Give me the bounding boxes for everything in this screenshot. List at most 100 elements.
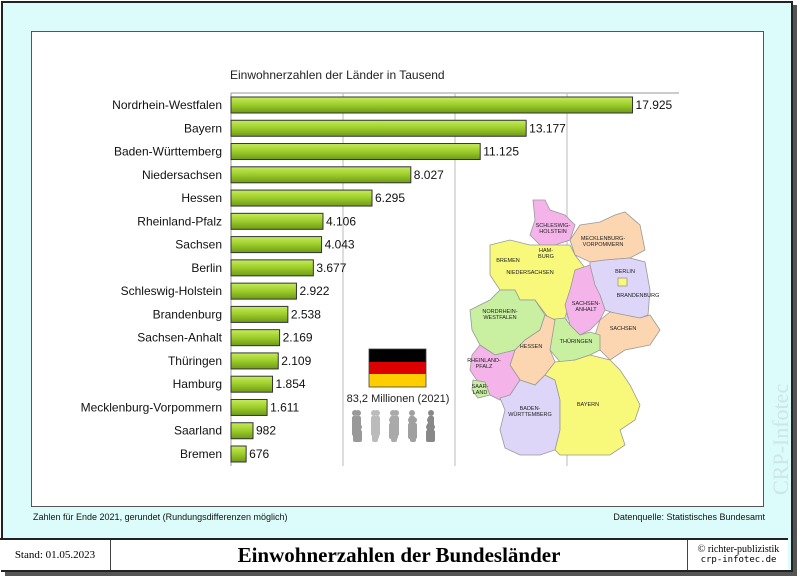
person-figure xyxy=(429,424,435,430)
map-label: SAAR- xyxy=(472,384,489,390)
value-label: 4.106 xyxy=(326,214,356,228)
bar xyxy=(230,282,297,300)
value-label: 1.611 xyxy=(270,400,299,414)
value-label: 2.922 xyxy=(299,284,329,298)
bar xyxy=(230,329,281,347)
map-region-thueringen xyxy=(544,317,601,363)
person-figure xyxy=(355,410,361,416)
value-label: 4.043 xyxy=(325,238,355,252)
map-label: BREMEN xyxy=(496,258,520,264)
category-label: Rheinland-Pfalz xyxy=(137,214,222,228)
person-figure xyxy=(428,410,434,416)
value-label: 676 xyxy=(249,447,269,461)
footnote-rounding: Zahlen für Ende 2021, gerundet (Rundungs… xyxy=(33,512,288,522)
category-label: Sachsen-Anhalt xyxy=(137,331,222,345)
bar xyxy=(230,119,527,137)
value-label: 6.295 xyxy=(375,191,405,205)
bar xyxy=(230,259,314,277)
bar xyxy=(230,375,274,393)
bar xyxy=(230,422,254,440)
category-label: Baden-Württemberg xyxy=(114,145,222,159)
date-stamp: Stand: 01.05.2023 xyxy=(0,540,111,570)
map-region-berlin xyxy=(617,277,628,287)
person-figure xyxy=(393,410,399,416)
footer-bar: Stand: 01.05.2023 Einwohnerzahlen der Bu… xyxy=(0,538,788,570)
value-label: 17.925 xyxy=(636,98,673,112)
category-label: Brandenburg xyxy=(153,307,222,321)
person-figure xyxy=(411,423,417,439)
map-region-saarland xyxy=(471,379,491,399)
bar xyxy=(230,352,279,370)
map-region-sachsen xyxy=(594,311,661,361)
value-label: 13.177 xyxy=(529,121,566,135)
bar xyxy=(230,212,324,230)
map-label: NORDRHEIN- xyxy=(482,309,517,315)
person-figure xyxy=(411,417,417,423)
map-region-sachsen-anhalt xyxy=(564,264,606,336)
map-labels: SCHLESWIG- HOLSTEIN MECKLENBURG- VORPOMM… xyxy=(467,223,659,418)
value-label: 2.109 xyxy=(281,354,311,368)
map-label: THÜRINGEN xyxy=(560,338,593,345)
map-region-mecklenburg-vorpommern xyxy=(569,211,646,263)
value-label: 3.677 xyxy=(316,261,346,275)
category-label: Schleswig-Holstein xyxy=(121,284,222,298)
bar xyxy=(230,305,289,323)
map-label: SCHLESWIG- xyxy=(536,223,571,229)
map-label: MECKLENBURG- xyxy=(581,236,625,242)
category-label: Sachsen xyxy=(175,238,222,252)
map-label: SACHSEN xyxy=(610,326,637,332)
copyright-text: © richter-publizistik xyxy=(697,544,780,555)
poster-title: Einwohnerzahlen der Bundesländer xyxy=(237,542,561,567)
map-label: HOLSTEIN xyxy=(539,229,567,235)
map-label: SACHSEN- xyxy=(572,301,601,307)
site-text: crp-infotec.de xyxy=(700,555,777,565)
category-label: Thüringen xyxy=(168,354,222,368)
map-region-bayern xyxy=(544,354,641,456)
category-label: Hamburg xyxy=(173,377,222,391)
value-label: 2.538 xyxy=(291,307,321,321)
category-label: Niedersachsen xyxy=(142,168,222,182)
value-label: 1.854 xyxy=(276,377,306,391)
map-label: HAM- xyxy=(539,248,553,254)
value-label: 2.169 xyxy=(283,331,313,345)
map-label: NIEDERSACHSEN xyxy=(506,270,553,276)
bar xyxy=(230,143,481,161)
map-label: BERLIN xyxy=(615,269,635,275)
person-figure xyxy=(429,430,435,442)
category-label: Mecklenburg-Vorpommern xyxy=(81,400,222,414)
person-figure xyxy=(393,416,399,436)
bar xyxy=(230,445,247,463)
bar xyxy=(230,398,268,416)
category-label: Saarland xyxy=(174,424,222,438)
map-label: RHEINLAND- xyxy=(467,358,501,364)
person-figure xyxy=(374,416,380,436)
map-label: WESTFALEN xyxy=(483,315,516,321)
map-label: BRANDENBURG xyxy=(617,293,660,299)
bar xyxy=(230,166,412,184)
value-label: 11.125 xyxy=(483,145,519,159)
person-figure xyxy=(356,424,362,430)
german-flag xyxy=(368,348,427,388)
map-label: ANHALT xyxy=(575,307,597,313)
chart-title: Einwohnerzahlen der Länder in Tausend xyxy=(230,68,445,82)
total-population-label: 83,2 Millionen (2021) xyxy=(347,393,450,405)
person-figure xyxy=(374,410,380,416)
map-label: WÜRTTEMBERG xyxy=(508,411,552,418)
copyright: © richter-publizistik crp-infotec.de xyxy=(687,540,789,570)
map-label: BAYERN xyxy=(577,402,599,408)
bar xyxy=(230,189,373,207)
map-label: HESSEN xyxy=(520,344,543,350)
map-label: BURG xyxy=(538,254,554,260)
value-label: 8.027 xyxy=(414,168,444,182)
category-label: Berlin xyxy=(191,261,222,275)
map-label: PFALZ xyxy=(476,364,493,370)
map-label: BADEN- xyxy=(520,406,541,412)
person-figure xyxy=(356,430,362,442)
map-label: VORPOMMERN xyxy=(583,242,624,248)
category-label: Bremen xyxy=(180,447,222,461)
value-label: 982 xyxy=(256,424,276,438)
person-figure xyxy=(409,410,415,416)
germany-map xyxy=(469,199,661,456)
watermark: CRP-Infotec xyxy=(768,383,793,495)
